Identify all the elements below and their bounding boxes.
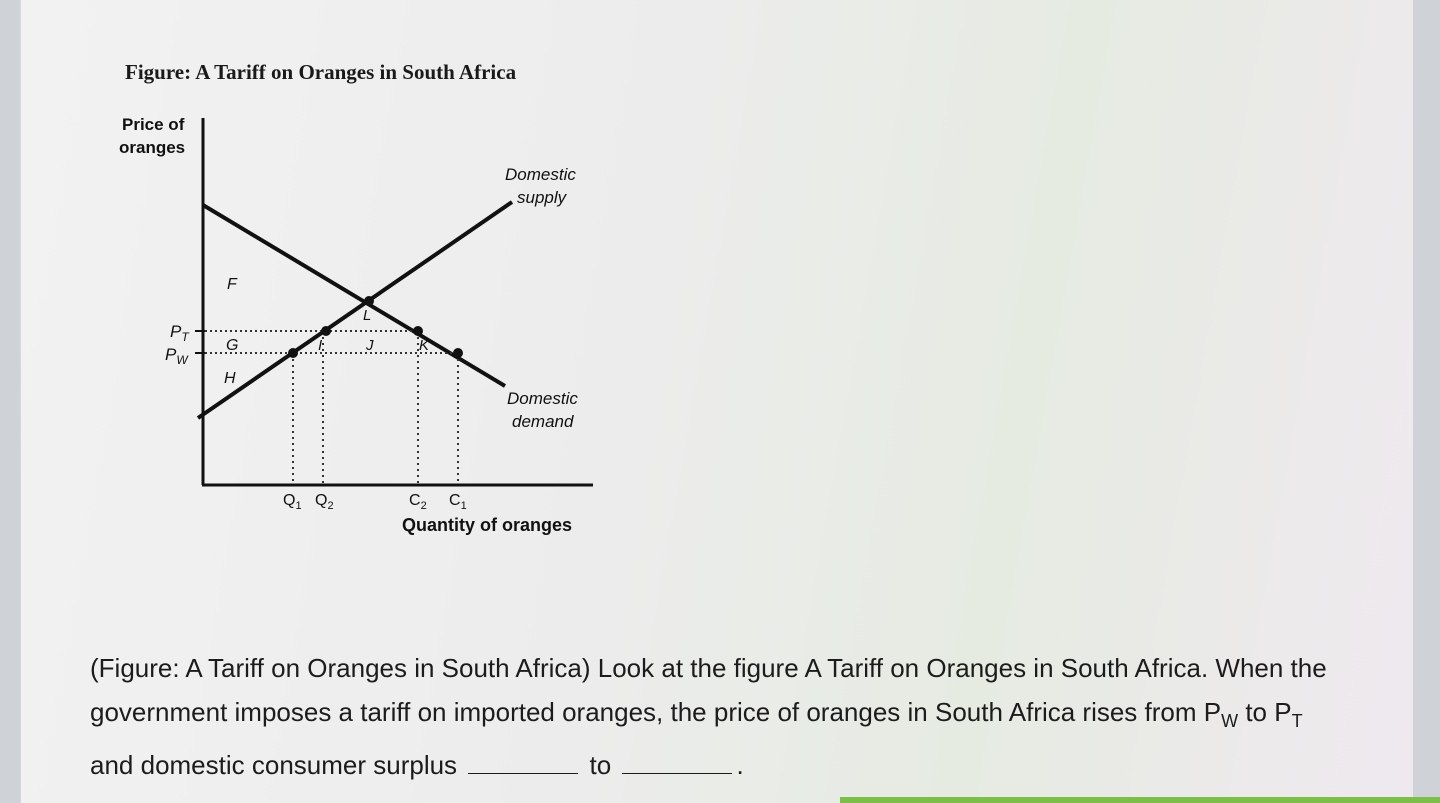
area-g-label: G [226,337,238,354]
answer-blank-1[interactable] [468,753,579,775]
question-pt-sub: T [1291,711,1303,732]
bottom-accent-strip [840,797,1440,803]
supply-label-line1: Domestic [505,165,576,184]
question-pw-sub: W [1221,711,1239,732]
question-part5: . [736,750,744,781]
question-text: (Figure: A Tariff on Oranges in South Af… [90,646,1350,787]
pt-label: PT [170,322,190,344]
demand-label-line2: demand [512,412,574,431]
equilibrium-point [364,296,374,306]
q1-label: Q1 [283,492,302,512]
area-j-label: J [365,337,374,354]
area-k-label: K [419,337,430,354]
area-h-label: H [224,370,236,387]
area-f-label: F [227,276,238,293]
page-background [20,0,1413,803]
c1-label: C1 [449,492,467,512]
figure-title: Figure: A Tariff on Oranges in South Afr… [125,60,517,84]
domestic-supply-curve [196,200,514,420]
question-part4: to [589,750,612,781]
x-axis-label: Quantity of oranges [402,515,572,535]
pw-label: PW [165,345,189,367]
demand-at-pt-point [413,326,423,336]
demand-at-pw-point [453,348,463,358]
supply-at-pw-point [288,348,298,358]
supply-at-pt-point [321,326,331,336]
demand-label-line1: Domestic [507,389,578,408]
q2-label: Q2 [315,492,334,512]
domestic-demand-curve [201,203,507,388]
question-part1: (Figure: A Tariff on Oranges in South Af… [90,653,1327,727]
y-axis-label-line1: Price of [122,115,185,134]
answer-blank-2[interactable] [622,753,733,775]
question-part3: and domestic consumer surplus [90,750,458,781]
area-i-label: I [318,337,322,354]
question-part2: to P [1238,697,1292,727]
area-l-label: L [363,307,371,324]
y-axis-label-line2: oranges [119,138,185,157]
c2-label: C2 [409,492,427,512]
supply-label-line2: supply [517,188,568,207]
